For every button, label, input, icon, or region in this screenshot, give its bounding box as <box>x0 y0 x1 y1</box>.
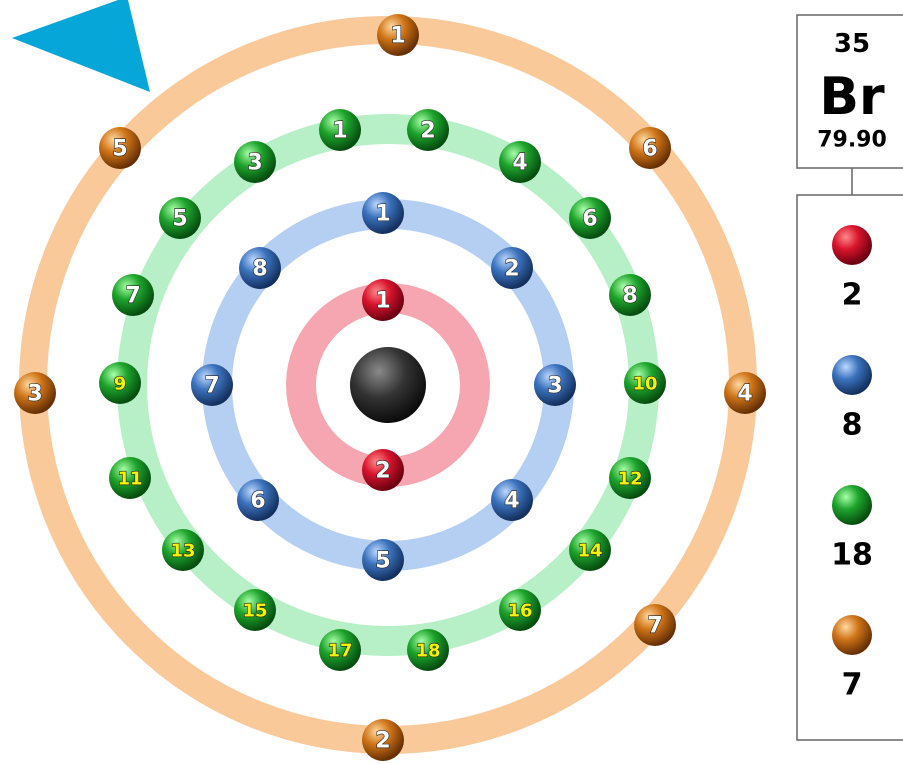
electron-label: 14 <box>577 541 602 562</box>
electron-label: 18 <box>415 641 440 662</box>
electron-label: 6 <box>582 207 597 232</box>
electron <box>319 109 361 151</box>
electron <box>569 197 611 239</box>
electron <box>162 529 204 571</box>
legend-ball <box>832 355 872 395</box>
electron <box>362 192 404 234</box>
electron-label: 13 <box>170 541 195 562</box>
electron <box>362 539 404 581</box>
electron-label: 2 <box>375 729 390 754</box>
electron-label: 12 <box>617 469 642 490</box>
nucleus <box>350 347 426 423</box>
electron-label: 11 <box>117 469 142 490</box>
electron <box>234 589 276 631</box>
electron-label: 2 <box>375 459 390 484</box>
electron <box>319 629 361 671</box>
electron <box>112 274 154 316</box>
electron-label: 1 <box>375 289 390 314</box>
electron-label: 7 <box>125 284 140 309</box>
electron <box>724 372 766 414</box>
electron <box>609 274 651 316</box>
shell-count: 7 <box>842 668 863 703</box>
electron <box>609 457 651 499</box>
pointer-arrow <box>12 0 150 92</box>
atomic-mass: 79.90 <box>817 128 887 153</box>
electron <box>109 457 151 499</box>
electron <box>14 372 56 414</box>
electron <box>499 141 541 183</box>
electron-label: 8 <box>622 284 637 309</box>
electron-label: 7 <box>647 614 662 639</box>
electron-label: 6 <box>642 137 657 162</box>
electron <box>159 197 201 239</box>
electron-label: 10 <box>632 374 657 395</box>
shell-count: 18 <box>831 538 873 573</box>
electron-label: 3 <box>247 151 262 176</box>
electron-label: 5 <box>375 549 390 574</box>
electron-label: 3 <box>27 382 42 407</box>
atomic-number: 35 <box>834 29 870 59</box>
electron <box>569 529 611 571</box>
electron <box>362 449 404 491</box>
electron <box>239 247 281 289</box>
electron <box>234 141 276 183</box>
shell-count: 8 <box>842 408 863 443</box>
electron-label: 4 <box>737 382 752 407</box>
electron <box>362 279 404 321</box>
element-symbol: Br <box>819 67 885 127</box>
electron-label: 2 <box>504 257 519 282</box>
legend-ball <box>832 485 872 525</box>
electron-label: 5 <box>112 137 127 162</box>
electron-label: 1 <box>390 24 405 49</box>
electron <box>362 719 404 761</box>
electron-label: 4 <box>504 489 519 514</box>
electron <box>499 589 541 631</box>
electron <box>377 14 419 56</box>
electron <box>407 109 449 151</box>
electron <box>624 362 666 404</box>
electron <box>491 247 533 289</box>
electron-label: 6 <box>250 489 265 514</box>
electron <box>634 604 676 646</box>
electron <box>191 364 233 406</box>
electron <box>491 479 533 521</box>
legend-ball <box>832 225 872 265</box>
electron-label: 7 <box>204 374 219 399</box>
electron <box>407 629 449 671</box>
electron-label: 9 <box>114 374 127 395</box>
electron-label: 1 <box>332 119 347 144</box>
electron-label: 1 <box>375 202 390 227</box>
electron <box>99 362 141 404</box>
electron-label: 3 <box>547 374 562 399</box>
electron <box>237 479 279 521</box>
electron-label: 8 <box>252 257 267 282</box>
electron-label: 4 <box>512 151 527 176</box>
shell-count: 2 <box>842 278 863 313</box>
electron <box>534 364 576 406</box>
element-box <box>796 14 903 169</box>
electron <box>99 127 141 169</box>
electron <box>629 127 671 169</box>
electron-label: 2 <box>420 119 435 144</box>
electron-label: 17 <box>327 641 352 662</box>
electron-label: 16 <box>507 601 532 622</box>
electron-label: 5 <box>172 207 187 232</box>
legend-ball <box>832 615 872 655</box>
electron-label: 15 <box>242 601 267 622</box>
